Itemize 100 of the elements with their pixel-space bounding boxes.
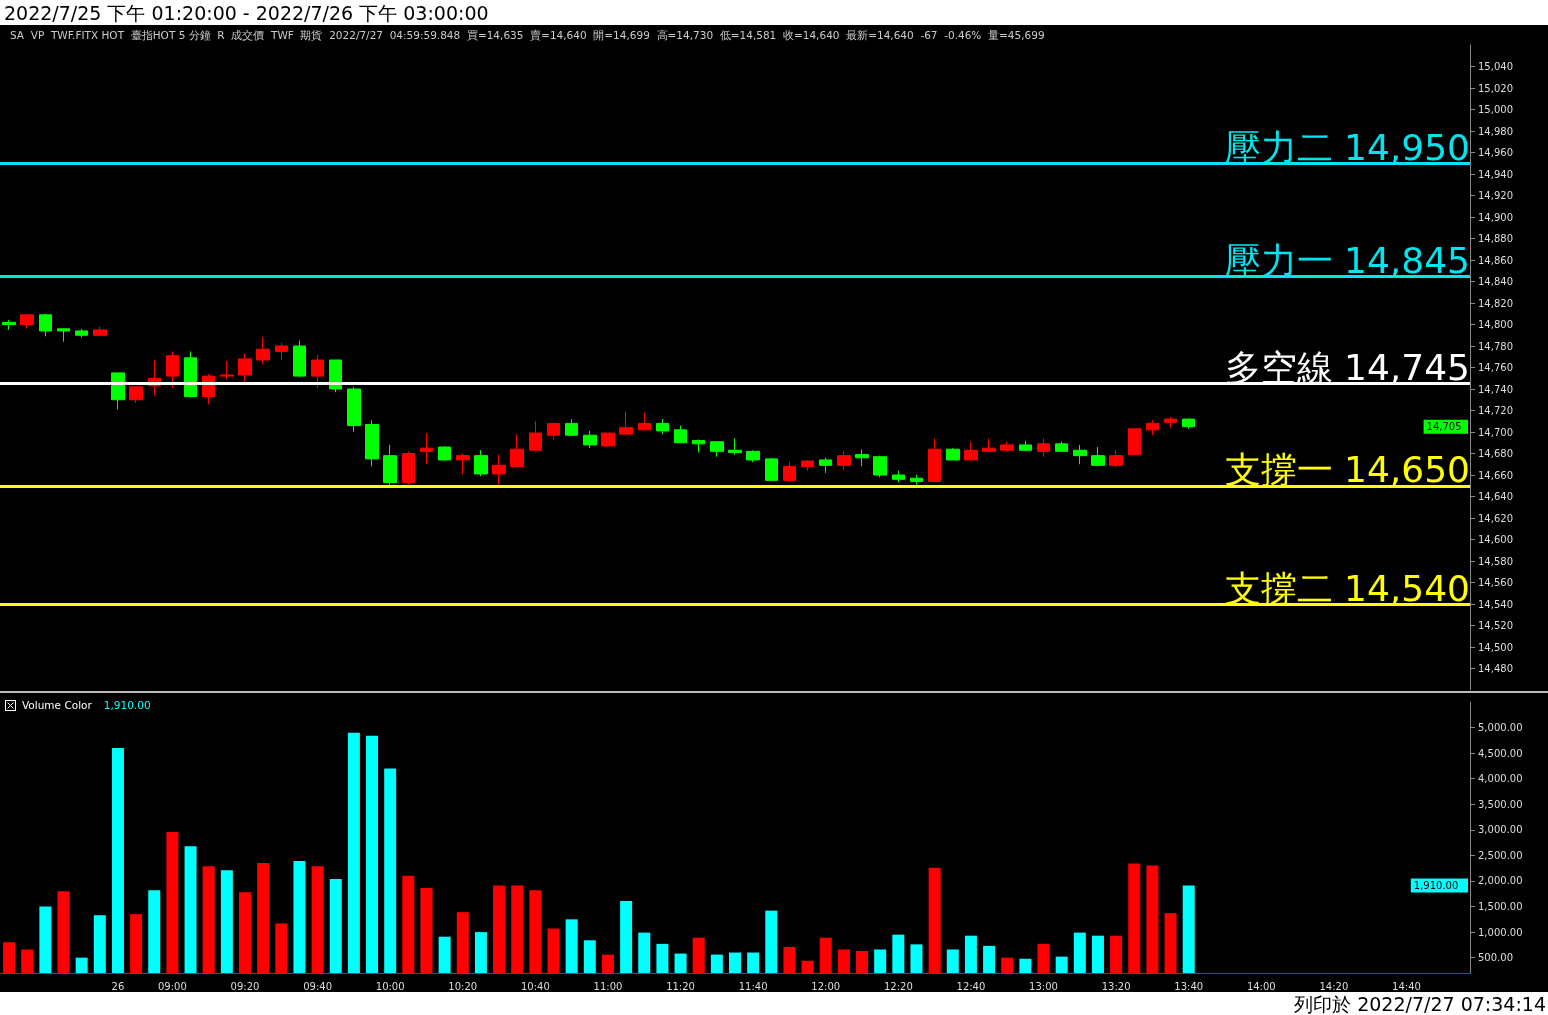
candlestick	[529, 420, 542, 452]
y-tick-label: 3,000.00	[1478, 824, 1523, 836]
candlestick	[710, 441, 724, 458]
y-tick-label: 14,500	[1478, 641, 1513, 653]
y-tick-label: 14,660	[1478, 469, 1513, 481]
category-label: 12:40	[956, 980, 986, 992]
candlestick	[547, 422, 560, 441]
y-tick-label: 14,480	[1478, 663, 1513, 674]
category-label: 10:00	[375, 980, 405, 992]
category-label: 13:40	[1174, 980, 1204, 992]
candlestick	[20, 314, 34, 330]
category-label: 11:00	[593, 980, 623, 992]
y-tick-label: 4,500.00	[1478, 747, 1523, 759]
candlestick	[474, 449, 488, 477]
candlestick	[910, 474, 923, 486]
candlestick	[220, 360, 234, 380]
candlestick	[402, 450, 415, 486]
y-tick-label: 5,000.00	[1478, 722, 1523, 734]
y-tick-label: 14,640	[1478, 491, 1513, 502]
category-label: 10:20	[448, 980, 478, 992]
candlestick	[946, 447, 960, 461]
candlestick	[275, 342, 288, 361]
category-label: 14:20	[1319, 980, 1349, 992]
candlestick	[1128, 428, 1141, 456]
candlestick	[1037, 437, 1050, 458]
y-tick-label: 3,500.00	[1478, 798, 1523, 810]
candlestick	[892, 470, 905, 484]
y-tick-label: 14,620	[1478, 512, 1513, 524]
text: 列印於 2022/7/27 07:34:14	[1294, 992, 1546, 1015]
y-tick-label: 2,000.00	[1478, 875, 1523, 887]
candlestick	[383, 444, 397, 486]
candlestick	[982, 437, 996, 453]
category-label: 26	[111, 980, 125, 992]
candlestick	[837, 450, 851, 471]
candlestick	[1109, 449, 1123, 468]
category-label: 11:40	[738, 980, 768, 992]
candlestick	[365, 419, 379, 467]
candlestick	[93, 326, 107, 336]
category-label: 14:40	[1392, 980, 1421, 992]
category-label: 14:00	[1246, 980, 1276, 992]
candlestick	[583, 430, 597, 449]
candlestick	[801, 459, 814, 472]
y-tick-label: 14,560	[1478, 577, 1513, 588]
candlestick	[783, 461, 796, 482]
y-tick-label: 1,000.00	[1478, 926, 1523, 938]
y-tick-label: 14,740	[1478, 383, 1513, 395]
y-tick-label: 14,880	[1478, 233, 1513, 244]
candlestick	[39, 313, 52, 337]
y-tick-label: 14,800	[1478, 319, 1513, 330]
candlestick	[1146, 419, 1159, 436]
candlestick	[510, 433, 524, 468]
candlestick	[2, 319, 16, 331]
candlestick	[819, 457, 832, 474]
candlestick	[1019, 440, 1032, 452]
candlestick	[329, 359, 342, 393]
candlestick	[1182, 418, 1195, 430]
candlestick	[765, 457, 778, 481]
y-tick-label: 14,520	[1478, 620, 1513, 631]
y-tick-label: 4,000.00	[1478, 773, 1523, 785]
y-tick-label: 14,700	[1478, 426, 1513, 438]
candlestick	[855, 448, 869, 467]
candlestick	[129, 386, 143, 404]
annotation: 14,705	[1426, 421, 1462, 433]
candlestick	[456, 453, 470, 475]
y-tick-label: 15,020	[1478, 82, 1513, 94]
y-tick-label: 1,500.00	[1478, 901, 1523, 913]
category-label: 09:20	[230, 980, 260, 992]
y-tick-label: 15,000	[1478, 104, 1513, 115]
candlestick	[166, 350, 179, 389]
chart-title: 2022/7/25 下午 01:20:00 - 2022/7/26 下午 03:00:00	[4, 1, 489, 26]
chart-title: Volume Color	[22, 699, 92, 711]
candlestick	[601, 432, 615, 448]
candlestick	[656, 418, 669, 435]
candlestick	[492, 454, 506, 486]
candlestick	[692, 439, 705, 453]
y-tick-label: 15,040	[1478, 61, 1513, 72]
y-tick-label: 14,860	[1478, 254, 1513, 266]
candlestick	[1164, 416, 1177, 429]
candlestick	[438, 445, 451, 462]
chart-subtitle: SA VP TWF.FITX HOT 臺指HOT 5 分鐘 R 成交價 TWF 期貨 2022/7/27 04:59:59.848 買=14,635 賣=14,640 開=14,699 高=14,730 低=14,581 收=14,640 最新=14,640 -67 -0.46% 量=45,699	[10, 29, 1045, 43]
candlestick	[1091, 446, 1105, 467]
candlestick	[57, 328, 70, 343]
candlestick	[565, 418, 578, 437]
candlestick	[638, 412, 651, 431]
category-label: 10:40	[520, 980, 550, 992]
category-label: 12:20	[883, 980, 913, 992]
candlestick	[964, 441, 978, 461]
candlestick	[311, 354, 324, 389]
annotation: 1,910.00	[103, 699, 151, 711]
y-tick-label: 14,840	[1478, 276, 1513, 287]
y-tick-label: 14,540	[1478, 598, 1513, 610]
y-tick-label: 14,960	[1478, 147, 1513, 158]
y-tick-label: 14,820	[1478, 297, 1513, 309]
candlestick	[1055, 441, 1068, 452]
candlestick	[1000, 441, 1014, 452]
ref-line-label: 支撐一 14,650	[1224, 449, 1470, 491]
y-tick-label: 14,940	[1478, 168, 1513, 180]
candlestick	[238, 353, 252, 384]
category-label: 11:20	[666, 980, 695, 992]
y-tick-label: 14,720	[1478, 405, 1513, 416]
